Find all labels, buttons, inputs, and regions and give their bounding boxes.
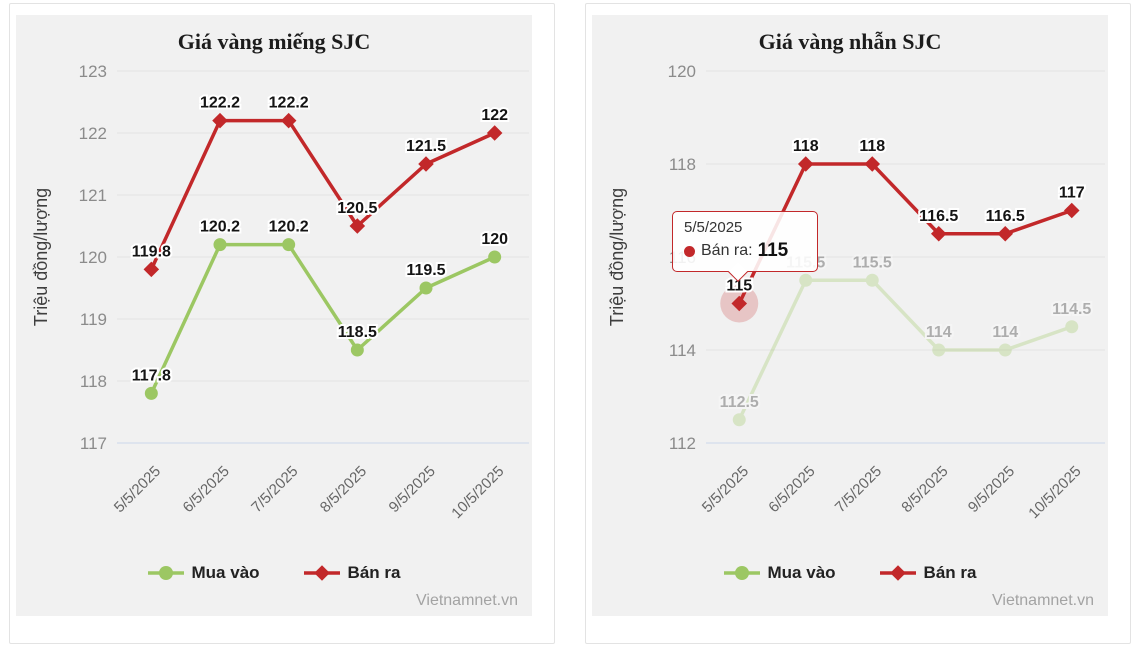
svg-text:116.5: 116.5 xyxy=(919,208,958,225)
svg-text:116.5: 116.5 xyxy=(986,208,1025,225)
svg-text:112.5: 112.5 xyxy=(720,394,759,411)
svg-text:115: 115 xyxy=(726,278,752,295)
svg-text:7/5/2025: 7/5/2025 xyxy=(832,463,885,516)
svg-text:118: 118 xyxy=(859,138,885,155)
svg-text:117: 117 xyxy=(80,434,107,453)
svg-text:118: 118 xyxy=(669,155,696,174)
chart-card-gold-ring: 1201181161141125/5/20256/5/20257/5/20258… xyxy=(585,3,1131,644)
svg-text:10/5/2025: 10/5/2025 xyxy=(1025,463,1084,522)
legend: Mua vào Bán ra xyxy=(16,563,532,583)
chart-card-gold-bar: 123 122 121 120 119 118 117 5/5/2025 6/5/2025 7/5… xyxy=(9,3,555,644)
svg-text:112: 112 xyxy=(669,434,696,453)
sell-series-marker-icon xyxy=(879,565,916,581)
svg-text:117.8: 117.8 xyxy=(132,367,171,384)
legend-item-sell[interactable]: Bán ra xyxy=(879,563,977,583)
watermark: Vietnamnet.vn xyxy=(992,592,1094,609)
chart-title: Giá vàng nhẫn SJC xyxy=(758,29,942,54)
chart-title: Giá vàng miếng SJC xyxy=(177,29,371,54)
chart-panel: 1201181161141125/5/20256/5/20257/5/20258… xyxy=(592,15,1108,616)
tooltip-series-dot-icon xyxy=(684,245,695,257)
tooltip-series-label: Bán ra: xyxy=(701,242,753,259)
svg-text:115.5: 115.5 xyxy=(853,254,892,271)
svg-text:114: 114 xyxy=(926,324,952,341)
svg-text:122.2: 122.2 xyxy=(200,95,240,112)
svg-text:8/5/2025: 8/5/2025 xyxy=(898,463,951,516)
tooltip-value: 115 xyxy=(757,240,789,261)
svg-text:119.8: 119.8 xyxy=(132,243,171,260)
tooltip-date: 5/5/2025 xyxy=(684,219,743,236)
svg-text:114: 114 xyxy=(669,341,696,360)
svg-text:121: 121 xyxy=(79,186,107,205)
legend: Mua vào Bán ra xyxy=(592,563,1108,583)
svg-text:122: 122 xyxy=(79,124,107,143)
legend-label-sell: Bán ra xyxy=(347,563,401,582)
svg-text:5/5/2025: 5/5/2025 xyxy=(699,463,752,516)
svg-text:6/5/2025: 6/5/2025 xyxy=(765,463,818,516)
svg-text:118: 118 xyxy=(793,138,819,155)
svg-text:6/5/2025: 6/5/2025 xyxy=(180,463,233,516)
svg-text:118: 118 xyxy=(80,372,107,391)
chart-tooltip: 5/5/2025 Bán ra: 115 xyxy=(672,211,818,282)
svg-text:119: 119 xyxy=(80,310,107,329)
legend-label-sell: Bán ra xyxy=(923,563,977,582)
svg-text:122: 122 xyxy=(481,107,508,124)
svg-text:119.5: 119.5 xyxy=(406,262,445,279)
legend-item-buy[interactable]: Mua vào xyxy=(147,563,260,583)
legend-item-sell[interactable]: Bán ra xyxy=(303,563,401,583)
svg-text:120: 120 xyxy=(79,248,107,267)
svg-text:120.5: 120.5 xyxy=(337,200,377,217)
gold-ring-chart-canvas[interactable]: 1201181161141125/5/20256/5/20257/5/20258… xyxy=(592,15,1108,616)
svg-text:117: 117 xyxy=(1059,185,1085,202)
svg-text:120.2: 120.2 xyxy=(269,219,309,236)
chart-panel: 123 122 121 120 119 118 117 5/5/2025 6/5/2025 7/5… xyxy=(16,15,532,616)
svg-text:8/5/2025: 8/5/2025 xyxy=(317,463,370,516)
svg-text:120: 120 xyxy=(668,62,696,81)
svg-text:122.2: 122.2 xyxy=(269,95,309,112)
legend-label-buy: Mua vào xyxy=(767,563,836,582)
svg-text:9/5/2025: 9/5/2025 xyxy=(386,463,439,516)
buy-series-marker-icon xyxy=(147,566,184,580)
svg-text:114: 114 xyxy=(992,324,1018,341)
svg-text:114.5: 114.5 xyxy=(1052,301,1091,318)
svg-text:Triệu đồng/lượng: Triệu đồng/lượng xyxy=(31,188,51,326)
buy-series-marker-icon xyxy=(723,566,760,580)
svg-text:118.5: 118.5 xyxy=(338,324,377,341)
svg-text:Triệu đồng/lượng: Triệu đồng/lượng xyxy=(607,188,627,326)
svg-text:121.5: 121.5 xyxy=(406,138,446,155)
svg-text:5/5/2025: 5/5/2025 xyxy=(111,463,164,516)
svg-text:9/5/2025: 9/5/2025 xyxy=(965,463,1018,516)
sell-series-marker-icon xyxy=(303,565,340,581)
legend-item-buy[interactable]: Mua vào xyxy=(723,563,836,583)
legend-label-buy: Mua vào xyxy=(191,563,260,582)
svg-text:120.2: 120.2 xyxy=(200,219,240,236)
svg-text:120: 120 xyxy=(481,231,508,248)
svg-text:7/5/2025: 7/5/2025 xyxy=(248,463,301,516)
watermark: Vietnamnet.vn xyxy=(416,592,518,609)
svg-text:123: 123 xyxy=(79,62,107,81)
svg-text:10/5/2025: 10/5/2025 xyxy=(448,463,507,522)
